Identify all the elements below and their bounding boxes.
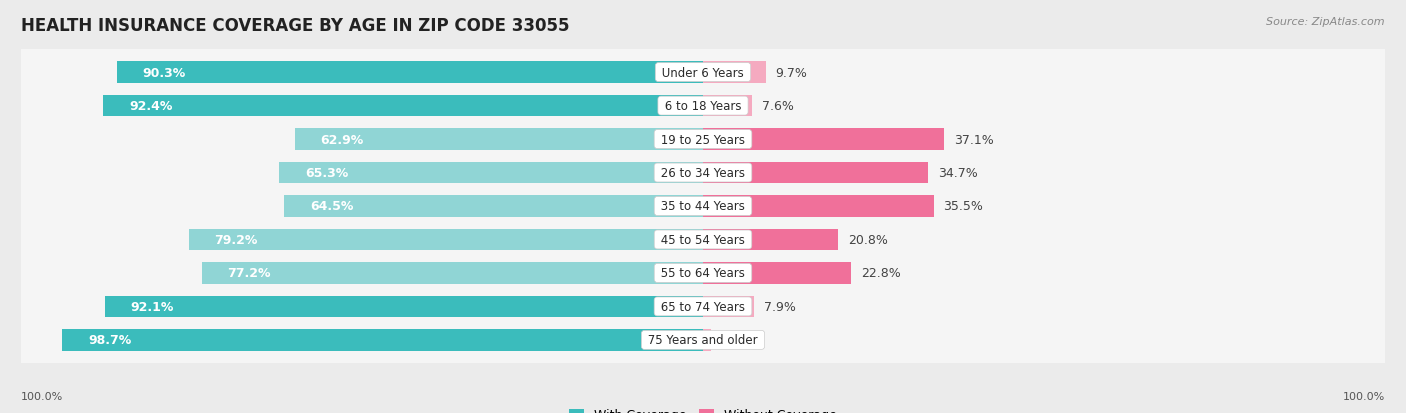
Bar — [105, 296, 703, 318]
Text: 7.6%: 7.6% — [762, 100, 794, 113]
FancyBboxPatch shape — [15, 39, 1391, 107]
FancyBboxPatch shape — [15, 273, 1391, 341]
Text: 6 to 18 Years: 6 to 18 Years — [661, 100, 745, 113]
FancyBboxPatch shape — [15, 239, 1391, 307]
FancyBboxPatch shape — [18, 174, 1388, 239]
Text: 90.3%: 90.3% — [142, 66, 186, 79]
FancyBboxPatch shape — [15, 173, 1391, 240]
Text: 79.2%: 79.2% — [215, 233, 257, 247]
Text: 45 to 54 Years: 45 to 54 Years — [657, 233, 749, 247]
Text: Under 6 Years: Under 6 Years — [658, 66, 748, 79]
Text: 37.1%: 37.1% — [953, 133, 994, 146]
Bar — [284, 196, 703, 217]
Text: 98.7%: 98.7% — [89, 334, 131, 347]
Text: 35 to 44 Years: 35 to 44 Years — [657, 200, 749, 213]
Text: 75 Years and older: 75 Years and older — [644, 334, 762, 347]
Text: 92.1%: 92.1% — [131, 300, 174, 313]
FancyBboxPatch shape — [18, 307, 1388, 373]
Text: 65.3%: 65.3% — [305, 166, 349, 180]
Text: 100.0%: 100.0% — [21, 391, 63, 401]
FancyBboxPatch shape — [15, 72, 1391, 140]
Text: 19 to 25 Years: 19 to 25 Years — [657, 133, 749, 146]
Bar — [201, 262, 703, 284]
Bar — [117, 62, 703, 84]
Text: 77.2%: 77.2% — [228, 267, 271, 280]
Text: Source: ZipAtlas.com: Source: ZipAtlas.com — [1267, 17, 1385, 26]
Bar — [703, 296, 754, 318]
Text: 92.4%: 92.4% — [129, 100, 173, 113]
Text: 1.3%: 1.3% — [721, 334, 754, 347]
Text: 55 to 64 Years: 55 to 64 Years — [657, 267, 749, 280]
Bar — [703, 129, 943, 151]
Text: 100.0%: 100.0% — [1343, 391, 1385, 401]
FancyBboxPatch shape — [15, 106, 1391, 174]
FancyBboxPatch shape — [18, 107, 1388, 173]
FancyBboxPatch shape — [18, 40, 1388, 106]
Text: 35.5%: 35.5% — [943, 200, 983, 213]
FancyBboxPatch shape — [15, 139, 1391, 207]
Text: 9.7%: 9.7% — [776, 66, 807, 79]
Text: HEALTH INSURANCE COVERAGE BY AGE IN ZIP CODE 33055: HEALTH INSURANCE COVERAGE BY AGE IN ZIP … — [21, 17, 569, 34]
Bar — [278, 162, 703, 184]
FancyBboxPatch shape — [15, 206, 1391, 274]
FancyBboxPatch shape — [18, 240, 1388, 306]
Bar — [703, 229, 838, 251]
FancyBboxPatch shape — [15, 306, 1391, 374]
Bar — [188, 229, 703, 251]
Text: 34.7%: 34.7% — [938, 166, 977, 180]
FancyBboxPatch shape — [18, 207, 1388, 273]
Bar — [294, 129, 703, 151]
Bar — [703, 329, 711, 351]
Text: 22.8%: 22.8% — [860, 267, 901, 280]
FancyBboxPatch shape — [18, 74, 1388, 139]
Bar — [703, 196, 934, 217]
Bar — [703, 262, 851, 284]
Bar — [703, 162, 928, 184]
Bar — [703, 62, 766, 84]
Text: 7.9%: 7.9% — [763, 300, 796, 313]
Text: 62.9%: 62.9% — [321, 133, 364, 146]
FancyBboxPatch shape — [18, 140, 1388, 206]
Bar — [703, 95, 752, 117]
Text: 64.5%: 64.5% — [311, 200, 353, 213]
Bar — [62, 329, 703, 351]
Text: 26 to 34 Years: 26 to 34 Years — [657, 166, 749, 180]
Legend: With Coverage, Without Coverage: With Coverage, Without Coverage — [564, 404, 842, 413]
Bar — [103, 95, 703, 117]
FancyBboxPatch shape — [18, 274, 1388, 339]
Text: 20.8%: 20.8% — [848, 233, 887, 247]
Text: 65 to 74 Years: 65 to 74 Years — [657, 300, 749, 313]
